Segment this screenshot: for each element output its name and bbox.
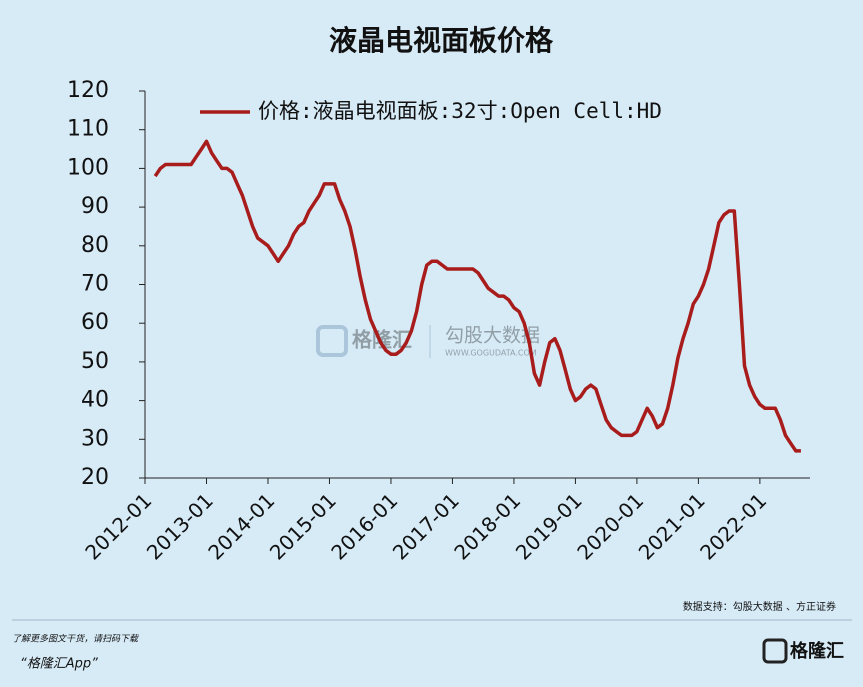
- logo: 格隆汇: [790, 640, 844, 662]
- logo-icon: [762, 638, 788, 664]
- y-tick-label: 20: [81, 465, 109, 490]
- promo: 了解更多图文干货，请扫码下载: [12, 634, 139, 645]
- watermark-icon: [316, 325, 348, 357]
- watermark-site: 勾股大数据: [445, 325, 540, 347]
- y-tick-label: 100: [67, 155, 109, 180]
- y-tick-label: 40: [81, 388, 109, 413]
- y-tick-label: 110: [67, 117, 109, 142]
- y-tick-label: 60: [81, 310, 109, 335]
- legend-label: 价格:液晶电视面板:32寸:Open Cell:HD: [258, 99, 662, 123]
- y-tick-label: 70: [81, 272, 109, 297]
- chart-title: 液晶电视面板价格: [329, 24, 554, 57]
- y-tick-label: 50: [81, 349, 109, 374]
- source: 数据支持：勾股大数据 、方正证券: [683, 600, 836, 613]
- watermark-url: WWW.GOGUDATA.COM: [445, 349, 537, 358]
- y-tick-label: 90: [81, 194, 109, 219]
- line-series: [153, 139, 801, 453]
- app-name: “格隆汇App”: [20, 657, 98, 672]
- y-tick-label: 80: [81, 233, 109, 258]
- y-tick-label: 30: [81, 426, 109, 451]
- y-tick-label: 120: [67, 78, 109, 103]
